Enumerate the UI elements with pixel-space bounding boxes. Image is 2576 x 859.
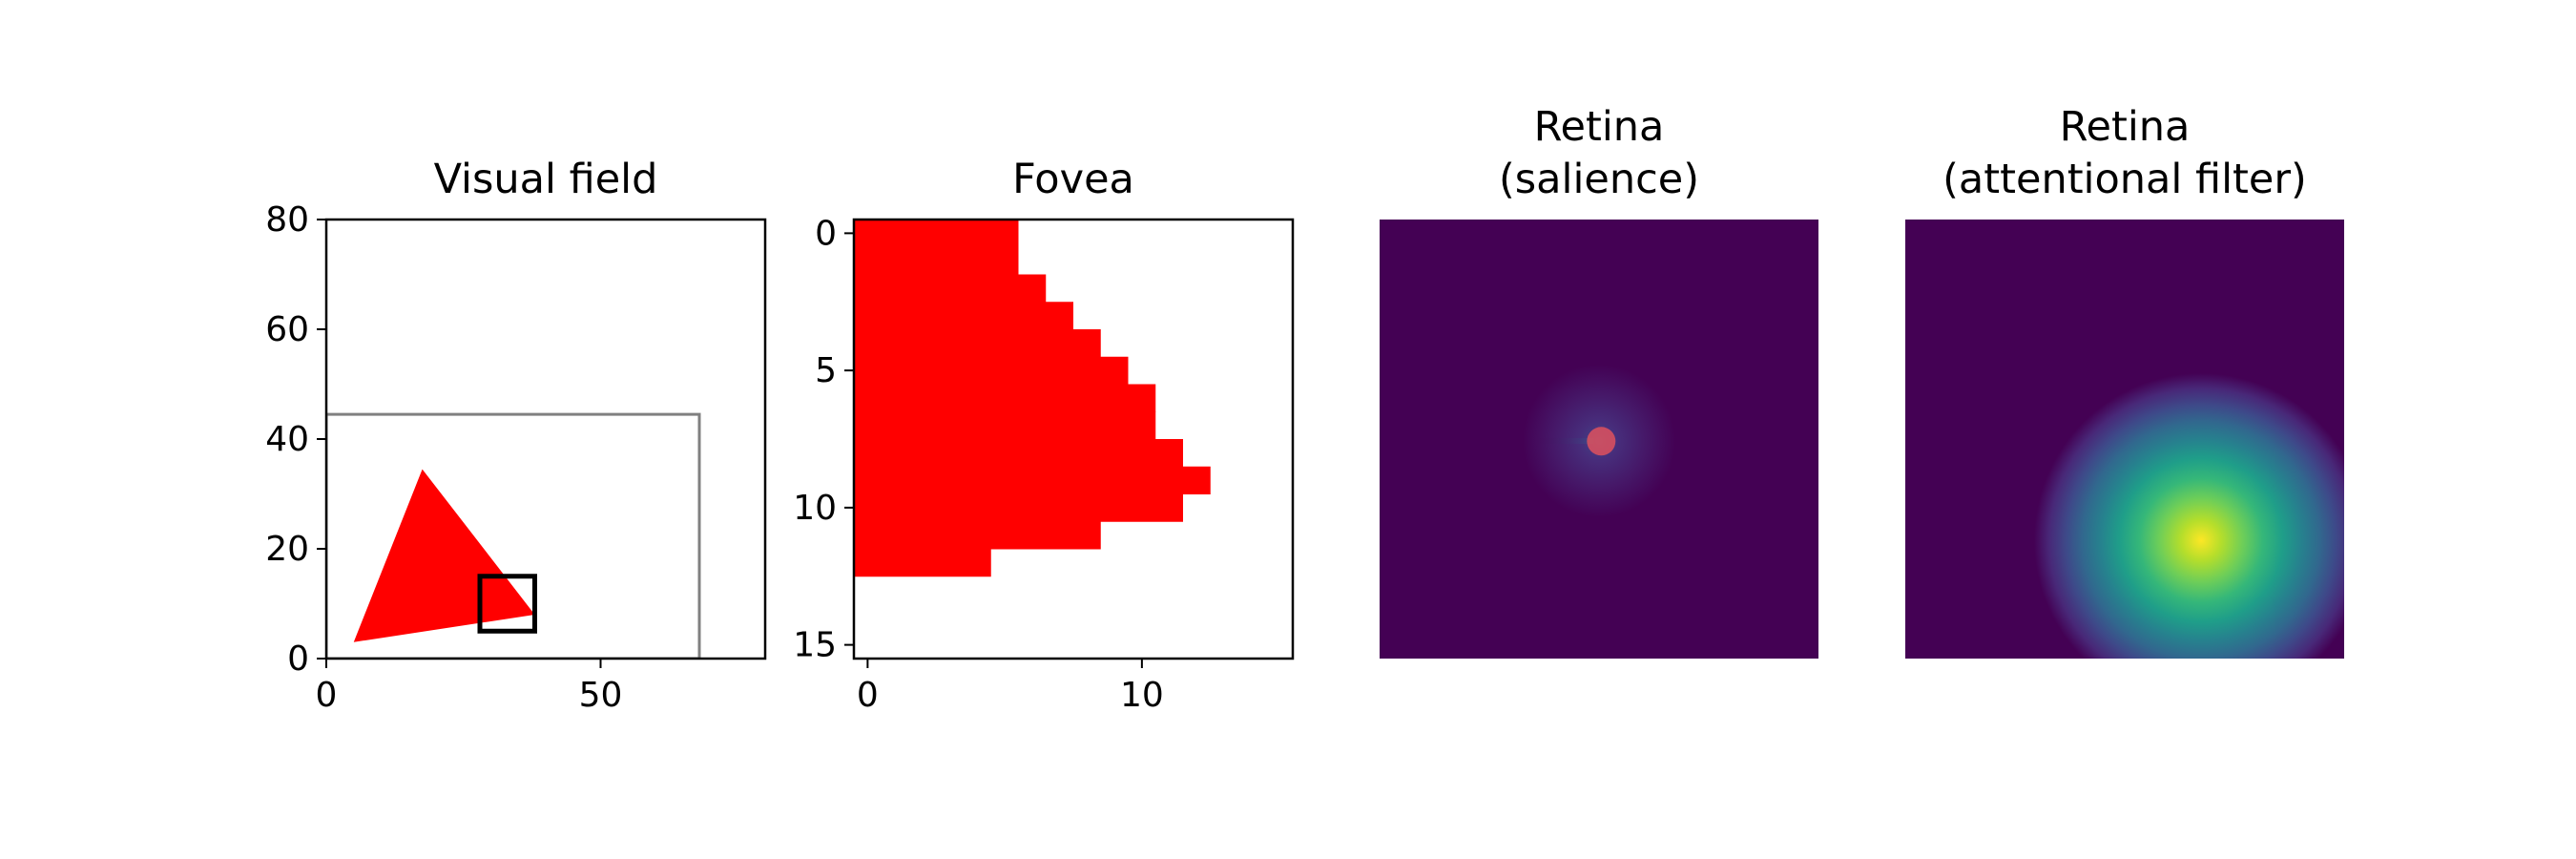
field-boundary bbox=[326, 412, 701, 659]
fovea-window bbox=[477, 574, 537, 634]
fovea-row-fill bbox=[854, 356, 1129, 385]
retina-filter-map bbox=[1905, 220, 2344, 659]
fovea-ticks: 0 10 0 5 10 15 bbox=[793, 214, 1164, 715]
fovea-row-fill bbox=[854, 302, 1073, 330]
fovea-row-fill bbox=[854, 220, 1019, 248]
y-tick-label: 0 bbox=[815, 214, 837, 253]
fovea-cells bbox=[854, 220, 1211, 577]
fovea-panel: Fovea 0 10 0 5 10 15 bbox=[793, 156, 1295, 715]
fovea-row-fill bbox=[854, 274, 1047, 303]
fovea-row-fill bbox=[854, 549, 991, 577]
fovea-row-fill bbox=[854, 466, 1211, 494]
visual-field-title: Visual field bbox=[434, 156, 658, 203]
fovea-axes-frame bbox=[852, 218, 1295, 660]
x-tick-label: 0 bbox=[857, 676, 879, 715]
red-triangle bbox=[353, 469, 535, 642]
fovea-row-fill bbox=[854, 411, 1156, 440]
fovea-row-fill bbox=[854, 384, 1156, 412]
x-tick-label: 10 bbox=[1120, 676, 1164, 715]
y-tick-label: 15 bbox=[793, 626, 837, 665]
retina-salience-marker bbox=[1587, 427, 1616, 456]
retina-salience-smear bbox=[1536, 438, 1593, 444]
visual-field-ticks: 0 50 0 20 40 60 80 bbox=[265, 200, 622, 715]
y-tick-label: 20 bbox=[265, 530, 309, 569]
x-tick-label: 50 bbox=[579, 676, 623, 715]
x-tick-label: 0 bbox=[316, 676, 338, 715]
y-tick-label: 40 bbox=[265, 420, 309, 459]
visual-field-shapes bbox=[326, 412, 701, 659]
y-tick-label: 60 bbox=[265, 310, 309, 349]
y-tick-label: 80 bbox=[265, 200, 309, 240]
fovea-row-fill bbox=[854, 521, 1101, 550]
fovea-row-fill bbox=[854, 439, 1183, 468]
retina-filter-title: Retina (attentional filter) bbox=[1942, 103, 2307, 203]
fovea-row-fill bbox=[854, 246, 1019, 275]
y-tick-label: 0 bbox=[287, 639, 309, 679]
retina-filter-panel: Retina (attentional filter) bbox=[1905, 103, 2344, 659]
retina-salience-panel: Retina (salience) bbox=[1380, 103, 1818, 659]
fovea-row-fill bbox=[854, 493, 1183, 522]
retina-salience-title: Retina (salience) bbox=[1499, 103, 1699, 203]
fovea-row-fill bbox=[854, 329, 1101, 358]
y-tick-label: 10 bbox=[793, 489, 837, 528]
y-tick-label: 5 bbox=[815, 351, 837, 390]
fovea-title: Fovea bbox=[1012, 156, 1134, 203]
visual-field-panel: Visual field 0 50 0 20 40 60 80 bbox=[265, 156, 767, 715]
